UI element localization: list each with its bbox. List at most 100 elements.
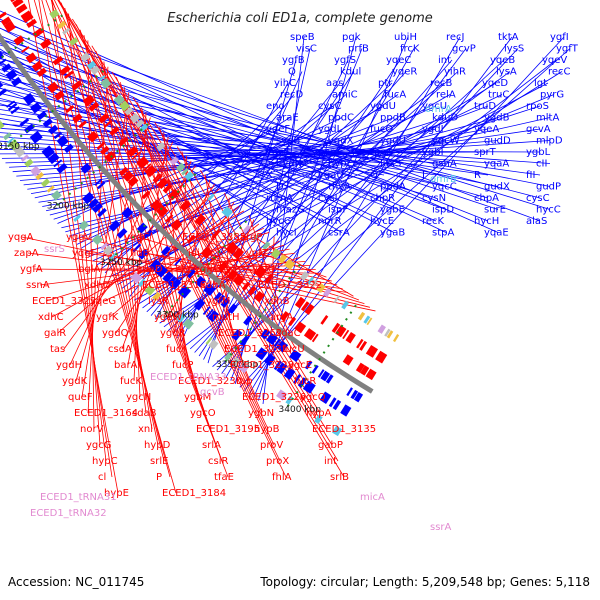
gene-label: rumA (266, 193, 293, 204)
feature-block (307, 276, 315, 285)
feature-block (232, 247, 245, 260)
trna-label: ECED1_tRNA32 (30, 508, 107, 519)
leader-line (65, 117, 499, 233)
gene-label: ygcN (126, 392, 151, 403)
feature-block (109, 126, 120, 137)
gene-label: ECED1_3231 (224, 344, 288, 355)
gene-label: ptr (378, 78, 393, 89)
gene-label: ygdU (370, 101, 396, 112)
feature-block (359, 340, 368, 351)
feature-block (193, 298, 206, 311)
gene-label: rpoS (370, 147, 393, 158)
feature-block (294, 296, 306, 309)
feature-block (42, 118, 53, 128)
feature-block (108, 219, 121, 232)
feature-block (263, 353, 276, 366)
gene-label: fII (526, 170, 535, 181)
leader-line (0, 42, 385, 222)
gene-label: ygdB (484, 113, 510, 124)
feature-block (78, 120, 87, 129)
feature-block (116, 227, 128, 239)
feature-block (293, 374, 302, 384)
trna-label: ECED1_tRNA33 (150, 372, 227, 383)
feature-block (216, 294, 226, 304)
gene-label: recK (422, 216, 445, 227)
gene-label: yihR (444, 67, 466, 78)
feature-block (266, 332, 278, 345)
feature-block (320, 370, 331, 382)
tick-mark (283, 304, 357, 412)
feature-block (341, 300, 349, 310)
gene-label: ygbI (422, 147, 444, 158)
feature-block (143, 163, 152, 172)
leader-line (91, 45, 321, 414)
feature-block (288, 316, 297, 327)
feature-block (132, 151, 141, 160)
gene-label: yqaA (484, 159, 509, 170)
leader-line (19, 140, 499, 181)
feature-block (179, 199, 192, 212)
gene-label: gcvP (452, 44, 476, 55)
gene-label: pcm (318, 147, 340, 158)
feature-block (16, 3, 28, 14)
leader-line (0, 136, 395, 164)
gene-label: ppdB (380, 113, 406, 124)
feature-block (255, 347, 268, 361)
leader-line (0, 140, 343, 164)
feature-block (230, 356, 241, 367)
gene-label: xni (138, 424, 153, 435)
gene-label: yqcC (432, 182, 457, 193)
feature-block (205, 337, 213, 345)
gene-label: hypB (254, 424, 280, 435)
gene-label: luxS (380, 159, 401, 170)
feature-block (346, 387, 353, 397)
gene-label: ygfM (206, 296, 230, 307)
gene-label: Q (288, 67, 296, 78)
feature-block (63, 70, 74, 79)
feature-block (353, 391, 364, 403)
feature-block (23, 123, 35, 134)
gene-label: gcvA (526, 124, 551, 135)
leader-line (225, 48, 415, 378)
gene-label: hypE (104, 488, 129, 499)
gene-label: araE (276, 113, 299, 124)
leader-line (33, 268, 322, 274)
gene-label: yqeR (392, 67, 417, 78)
feature-block (136, 156, 150, 169)
gene-label: truD (474, 101, 496, 112)
gene-label: gudP (536, 182, 561, 193)
feature-block (207, 310, 220, 323)
feature-block (365, 368, 377, 381)
feature-block (375, 350, 388, 364)
leader-line (200, 170, 291, 334)
gene-label: yqgC (124, 232, 150, 243)
leader-line (161, 223, 260, 302)
gene-label: eno (266, 101, 285, 112)
feature-block (59, 65, 71, 76)
gene-label: argA (270, 312, 293, 323)
leader-line (213, 240, 280, 286)
gene-label: D (276, 182, 284, 193)
feature-block (30, 165, 42, 177)
feature-block (97, 74, 106, 82)
gene-label: fucK (120, 376, 142, 387)
gene-label: cysI (318, 193, 338, 204)
gene-label: ygfK (96, 312, 119, 323)
feature-block (253, 290, 265, 303)
feature-block (56, 162, 68, 174)
gene-label: cysN (422, 193, 446, 204)
feature-block (20, 154, 29, 162)
feature-block (13, 145, 26, 158)
feature-block (325, 374, 334, 384)
leader-line (53, 0, 281, 462)
feature-block (342, 329, 350, 340)
gene-label: ygcG (86, 440, 112, 451)
tick-label: 3150 kbp (0, 142, 40, 152)
gene-label: ECED1_3228 (230, 360, 294, 371)
gene-label: zapA (14, 248, 39, 259)
feature-block (53, 90, 65, 101)
trna-label: micA (360, 492, 385, 503)
feature-block (377, 324, 386, 334)
gene-label: visC (296, 44, 317, 55)
